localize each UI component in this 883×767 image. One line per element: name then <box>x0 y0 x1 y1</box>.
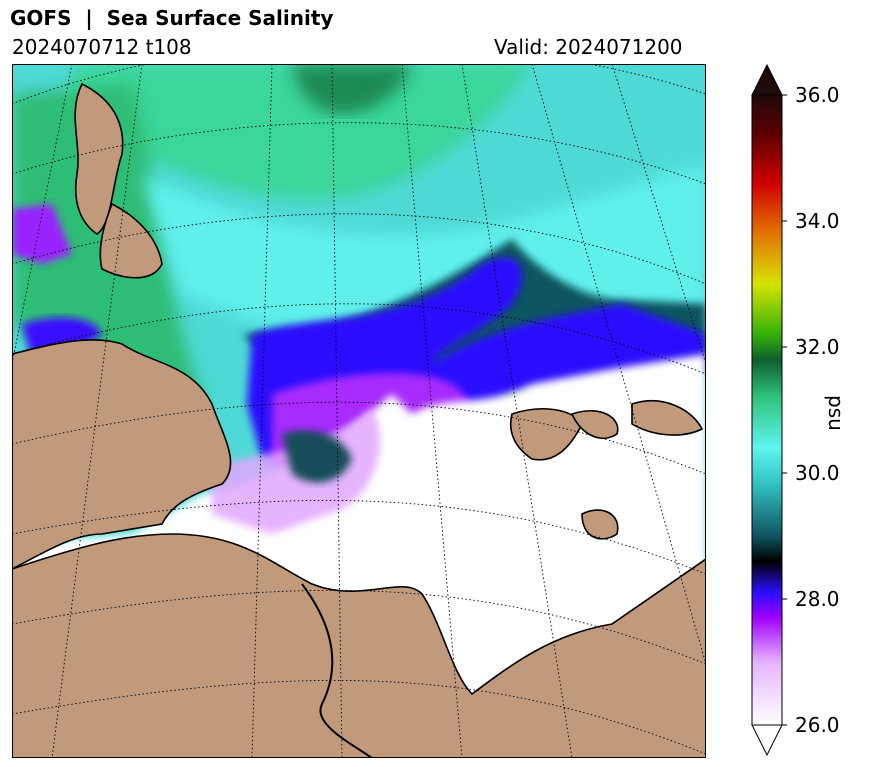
land-south-mainland <box>12 533 706 758</box>
colorbar-tick: 36.0 <box>795 83 840 107</box>
land-southwest-mainland <box>12 339 232 570</box>
land-west-island <box>99 202 163 279</box>
river-line <box>301 583 373 758</box>
colorbar-tick: 32.0 <box>795 335 840 359</box>
colorbar <box>751 63 787 757</box>
salinity-darkgreen-north <box>292 64 412 114</box>
map-title: GOFS | Sea Surface Salinity <box>10 6 334 30</box>
colorbar-tick: 26.0 <box>795 713 840 737</box>
colorbar-extend-max <box>751 63 783 96</box>
land-archipelago-east-2 <box>570 409 619 439</box>
colorbar-units-label: psu <box>824 395 848 431</box>
land-northwest-archipelago <box>74 82 124 235</box>
valid-label: Valid: 2024071200 <box>494 35 683 59</box>
salinity-green-north <box>72 64 532 200</box>
colorbar-gradient <box>751 94 783 726</box>
colorbar-tick: 34.0 <box>795 209 840 233</box>
colorbar-extend-min <box>751 724 783 757</box>
salinity-map <box>12 64 706 758</box>
map-border <box>12 64 706 758</box>
graticule <box>12 64 706 758</box>
land-archipelago-east-1 <box>510 408 583 461</box>
colorbar-tick: 30.0 <box>795 461 840 485</box>
land-layer <box>12 82 706 758</box>
land-island-south <box>581 509 619 540</box>
salinity-dark-teal-eddy <box>282 430 352 483</box>
run-label: 2024070712 t108 <box>12 35 192 59</box>
colorbar-tick: 28.0 <box>795 587 840 611</box>
salinity-purple-west <box>12 204 72 264</box>
land-archipelago-east-3 <box>631 400 704 436</box>
